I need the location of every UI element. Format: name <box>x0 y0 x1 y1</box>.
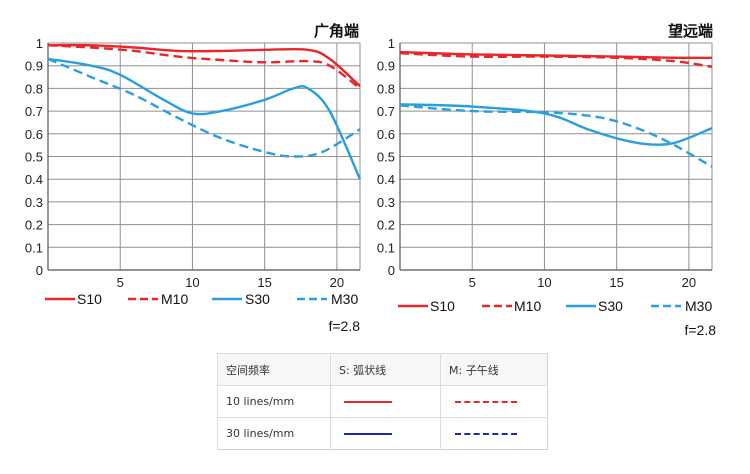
y-tick-label: 0.8 <box>377 81 395 96</box>
series-line-m10 <box>47 44 361 90</box>
legend-label-m30: M30 <box>685 298 712 314</box>
legend-table-header: 空间频率 S: 弧状线 M: 子午线 <box>217 353 548 386</box>
header-meridional: M: 子午线 <box>440 353 548 386</box>
row-label-30: 30 lines/mm <box>217 417 331 450</box>
y-tick-label: 0 <box>388 263 395 278</box>
series-line-s30 <box>399 103 713 146</box>
y-tick-label: 0.4 <box>377 172 395 187</box>
y-tick-label: 0.7 <box>377 104 395 119</box>
legend-label-m30: M30 <box>331 291 358 307</box>
swatch-10-meridional <box>455 401 517 403</box>
swatch-10-sagittal <box>344 401 392 403</box>
series-line-m10 <box>399 52 713 68</box>
swatch-30-sagittal <box>344 433 392 435</box>
x-tick-label: 20 <box>330 275 344 290</box>
x-tick-label: 20 <box>682 275 696 290</box>
legend-label-m10: M10 <box>161 291 188 307</box>
y-tick-label: 0.5 <box>25 150 43 165</box>
y-tick-label: 0.5 <box>377 150 395 165</box>
y-tick-label: 0.6 <box>377 127 395 142</box>
series-line-m30 <box>47 57 361 158</box>
row-label-10: 10 lines/mm <box>217 385 331 418</box>
series-line-m30 <box>399 104 713 168</box>
x-tick-label: 5 <box>117 275 124 290</box>
y-tick-label: 0.2 <box>377 218 395 233</box>
x-tick-label: 15 <box>257 275 271 290</box>
y-tick-label: 0.4 <box>25 172 43 187</box>
legend-label-m10: M10 <box>514 298 541 314</box>
y-tick-label: 0.3 <box>377 195 395 210</box>
y-tick-label: 0.9 <box>377 59 395 74</box>
x-tick-label: 5 <box>469 275 476 290</box>
y-tick-label: 0.7 <box>25 104 43 119</box>
legend-row-10: 10 lines/mm <box>217 385 548 418</box>
x-tick-label: 10 <box>537 275 551 290</box>
legend-label-s10: S10 <box>430 298 455 314</box>
chart-title: 广角端 <box>314 22 359 40</box>
legend-label-s10: S10 <box>77 291 102 307</box>
y-tick-label: 0.9 <box>25 59 43 74</box>
x-tick-label: 15 <box>609 275 623 290</box>
y-tick-label: 0 <box>36 263 43 278</box>
legend-label-s30: S30 <box>245 291 270 307</box>
y-tick-label: 0.8 <box>25 81 43 96</box>
y-tick-label: 0.3 <box>25 195 43 210</box>
y-tick-label: 1 <box>388 36 395 51</box>
chart-title: 望远端 <box>668 22 713 40</box>
y-tick-label: 1 <box>36 36 43 51</box>
legend-row-30: 30 lines/mm <box>217 417 548 450</box>
frequency-legend-table: 空间频率 S: 弧状线 M: 子午线 10 lines/mm 30 lines/… <box>217 353 548 450</box>
series-line-s10 <box>47 43 361 87</box>
y-tick-label: 0.1 <box>25 240 43 255</box>
header-sagittal: S: 弧状线 <box>330 353 441 386</box>
swatch-30-meridional <box>455 433 517 435</box>
y-tick-label: 0.2 <box>25 218 43 233</box>
legend-label-s30: S30 <box>598 298 623 314</box>
y-tick-label: 0.1 <box>377 240 395 255</box>
series-line-s30 <box>47 57 362 180</box>
header-spatial-frequency: 空间频率 <box>217 353 331 386</box>
aperture-annotation: f=2.8 <box>328 318 360 334</box>
y-tick-label: 0.6 <box>25 127 43 142</box>
aperture-annotation: f=2.8 <box>684 322 716 338</box>
x-tick-label: 10 <box>185 275 199 290</box>
